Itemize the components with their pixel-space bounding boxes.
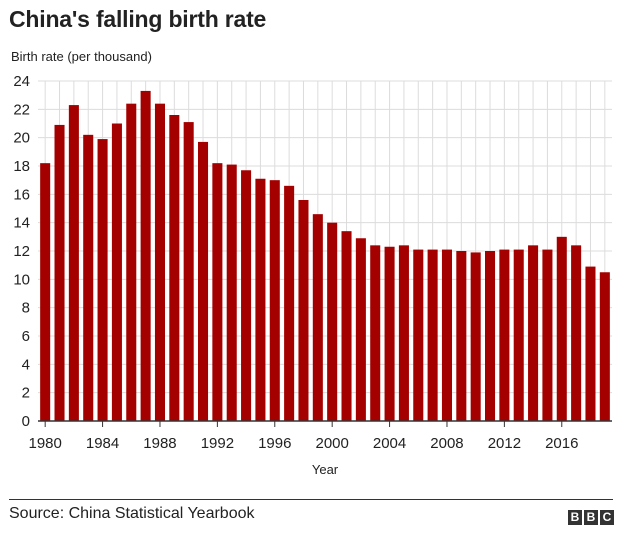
bar (370, 245, 381, 421)
bar (312, 214, 323, 421)
bar (441, 249, 452, 421)
bar (599, 272, 610, 421)
bar (126, 103, 137, 422)
bar (470, 252, 481, 421)
bbc-logo-letter: B (584, 510, 598, 525)
bar (140, 90, 151, 422)
bar (111, 123, 122, 421)
y-tick-label: 2 (22, 385, 30, 402)
bar (255, 178, 266, 421)
bar (528, 245, 539, 421)
x-tick-label: 2004 (373, 435, 406, 452)
x-tick-label: 1988 (143, 435, 176, 452)
x-tick-label: 1996 (258, 435, 291, 452)
bar (341, 231, 352, 421)
bbc-logo-letter: C (600, 510, 614, 525)
bar (284, 185, 295, 421)
source-note: Source: China Statistical Yearbook (9, 505, 255, 522)
bar (198, 141, 209, 421)
bar (485, 251, 496, 421)
y-tick-label: 10 (13, 271, 30, 288)
bar (68, 105, 79, 421)
bar (183, 122, 194, 421)
y-tick-label: 20 (13, 130, 30, 147)
y-tick-label: 22 (13, 101, 30, 118)
bbc-logo-letter: B (568, 510, 582, 525)
bar (355, 238, 366, 421)
bar (585, 266, 596, 421)
bar (571, 245, 582, 421)
y-axis-label: Birth rate (per thousand) (11, 49, 152, 64)
bar (384, 246, 395, 421)
y-tick-label: 12 (13, 243, 30, 260)
bar (427, 249, 438, 421)
bar (40, 163, 51, 421)
bar (212, 163, 223, 421)
y-tick-label: 0 (22, 413, 30, 430)
x-tick-label: 1992 (201, 435, 234, 452)
x-tick-label: 2000 (315, 435, 348, 452)
bar (154, 103, 165, 422)
bar (83, 134, 94, 422)
x-axis-label: Year (312, 462, 339, 477)
bar (556, 236, 567, 421)
y-tick-label: 14 (13, 215, 30, 232)
bar (269, 180, 280, 421)
y-tick-label: 6 (22, 328, 30, 345)
bar (54, 124, 65, 422)
bar (327, 222, 338, 421)
bar (226, 164, 237, 422)
x-tick-label: 2012 (488, 435, 521, 452)
y-tick-label: 4 (22, 356, 30, 373)
bar (241, 170, 252, 421)
x-tick-label: 1984 (86, 435, 119, 452)
bar (542, 249, 553, 421)
y-tick-label: 16 (13, 186, 30, 203)
bar (513, 249, 524, 421)
source-divider (9, 499, 613, 500)
bar (298, 200, 309, 421)
y-tick-label: 8 (22, 300, 30, 317)
chart-title: China's falling birth rate (9, 6, 267, 32)
x-tick-label: 1980 (28, 435, 61, 452)
x-tick-label: 2008 (430, 435, 463, 452)
bar (499, 249, 510, 421)
bar (97, 139, 108, 422)
bar (456, 251, 467, 421)
y-tick-label: 24 (13, 73, 30, 90)
bbc-logo: B B C (568, 510, 614, 525)
y-tick-label: 18 (13, 158, 30, 175)
bar (413, 249, 424, 421)
bar (169, 115, 180, 421)
x-tick-label: 2016 (545, 435, 578, 452)
bar (398, 245, 409, 421)
